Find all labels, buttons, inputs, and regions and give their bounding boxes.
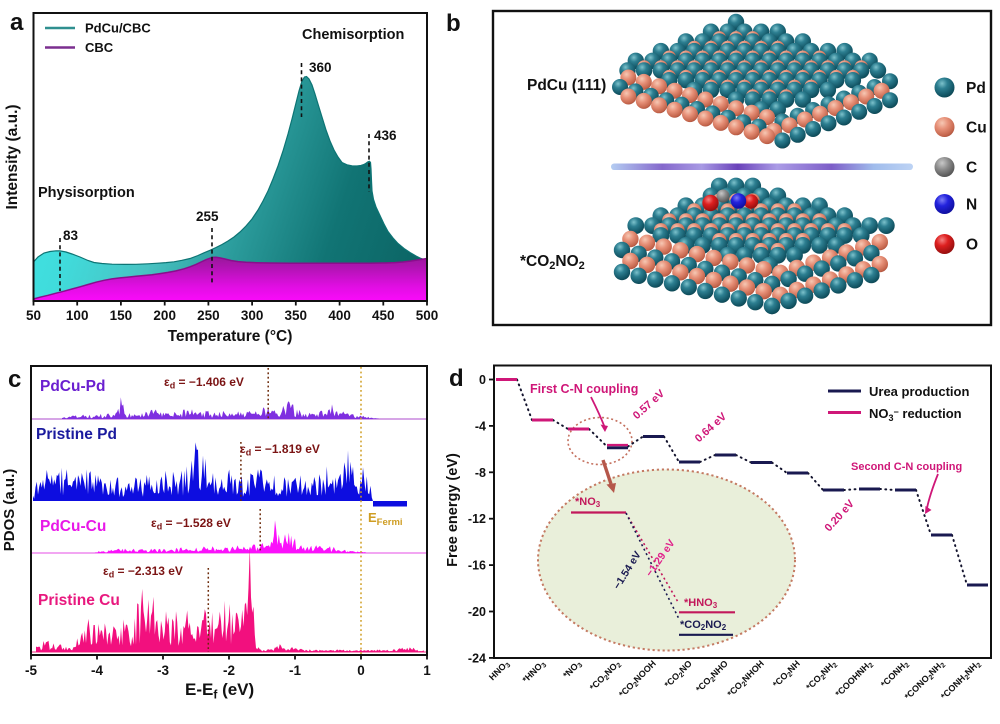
svg-text:-20: -20 <box>468 605 486 619</box>
svg-text:-1: -1 <box>289 663 301 678</box>
svg-text:εd = −1.819 eV: εd = −1.819 eV <box>240 442 320 458</box>
svg-text:-24: -24 <box>468 651 486 665</box>
svg-text:PdCu (111): PdCu (111) <box>527 77 606 94</box>
svg-text:HNO3: HNO3 <box>487 658 512 683</box>
svg-text:-4: -4 <box>475 419 486 433</box>
svg-text:-4: -4 <box>91 663 103 678</box>
svg-text:εd = −1.406 eV: εd = −1.406 eV <box>164 375 244 391</box>
svg-text:200: 200 <box>153 308 176 323</box>
svg-text:Free energy (eV): Free energy (eV) <box>445 453 461 567</box>
svg-text:εd = −1.528 eV: εd = −1.528 eV <box>151 516 231 532</box>
svg-text:-2: -2 <box>223 663 235 678</box>
svg-text:0: 0 <box>357 663 365 678</box>
svg-text:400: 400 <box>328 308 351 323</box>
svg-text:500: 500 <box>416 308 439 323</box>
svg-text:*CONH2NH2: *CONH2NH2 <box>939 658 983 702</box>
svg-text:Pristine Pd: Pristine Pd <box>36 426 117 443</box>
svg-text:*HNO3: *HNO3 <box>684 597 718 610</box>
svg-text:b: b <box>446 10 461 37</box>
svg-text:c: c <box>8 366 21 393</box>
svg-text:E-Ef (eV): E-Ef (eV) <box>185 680 254 702</box>
svg-text:*CO2NH2: *CO2NH2 <box>804 658 839 693</box>
svg-text:-5: -5 <box>25 663 37 678</box>
svg-text:436: 436 <box>374 128 397 143</box>
svg-text:*HNO3: *HNO3 <box>520 658 548 686</box>
svg-text:*CO2NOOH: *CO2NOOH <box>617 658 659 700</box>
svg-text:100: 100 <box>66 308 89 323</box>
svg-text:300: 300 <box>241 308 264 323</box>
svg-text:PDOS (a.u.): PDOS (a.u.) <box>1 469 18 552</box>
svg-text:Urea production: Urea production <box>869 384 969 399</box>
svg-text:*CO2NHOH: *CO2NHOH <box>725 658 767 700</box>
svg-text:350: 350 <box>285 308 308 323</box>
svg-text:150: 150 <box>110 308 133 323</box>
svg-text:NO3− reduction: NO3− reduction <box>869 406 962 423</box>
svg-text:First C-N coupling: First C-N coupling <box>530 382 638 396</box>
svg-text:*NO3: *NO3 <box>575 496 601 509</box>
svg-text:450: 450 <box>372 308 395 323</box>
svg-text:PdCu-Cu: PdCu-Cu <box>40 518 106 535</box>
svg-text:-8: -8 <box>475 466 486 480</box>
svg-text:0.20 eV: 0.20 eV <box>823 497 858 534</box>
svg-text:*COOHNH2: *COOHNH2 <box>833 658 875 700</box>
svg-text:C: C <box>966 160 977 177</box>
svg-text:CBC: CBC <box>85 40 114 55</box>
svg-text:255: 255 <box>196 209 219 224</box>
svg-text:Second C-N coupling: Second C-N coupling <box>851 461 962 473</box>
svg-text:0.64 eV: 0.64 eV <box>693 410 730 445</box>
svg-text:Physisorption: Physisorption <box>38 185 135 201</box>
svg-text:-16: -16 <box>468 559 486 573</box>
svg-text:83: 83 <box>63 228 79 243</box>
svg-text:Pd: Pd <box>966 80 986 97</box>
svg-text:*CONH2: *CONH2 <box>879 658 912 691</box>
svg-text:1: 1 <box>423 663 431 678</box>
svg-text:360: 360 <box>309 60 332 75</box>
svg-text:50: 50 <box>26 308 41 323</box>
svg-text:a: a <box>10 9 24 36</box>
svg-text:*CO2NH: *CO2NH <box>771 658 803 690</box>
svg-text:EFermi: EFermi <box>368 510 403 528</box>
svg-text:Temperature (°C): Temperature (°C) <box>168 328 293 345</box>
svg-text:0: 0 <box>479 373 486 387</box>
svg-text:Pristine Cu: Pristine Cu <box>38 592 120 609</box>
svg-text:Cu: Cu <box>966 120 987 137</box>
svg-text:*CO2NO2: *CO2NO2 <box>680 619 727 632</box>
svg-text:*CO2NO: *CO2NO <box>663 658 696 691</box>
svg-text:PdCu/CBC: PdCu/CBC <box>85 21 151 36</box>
svg-text:O: O <box>966 237 978 254</box>
svg-text:-12: -12 <box>468 512 486 526</box>
svg-text:d: d <box>449 365 464 392</box>
svg-text:-3: -3 <box>157 663 169 678</box>
svg-text:*CO2NO2: *CO2NO2 <box>588 658 624 694</box>
svg-text:250: 250 <box>197 308 220 323</box>
svg-text:*NO3: *NO3 <box>561 658 584 681</box>
svg-text:εd = −2.313 eV: εd = −2.313 eV <box>103 564 183 580</box>
svg-text:*CO2NO2: *CO2NO2 <box>520 253 585 272</box>
svg-text:Intensity (a.u.): Intensity (a.u.) <box>4 104 21 209</box>
svg-text:Chemisorption: Chemisorption <box>302 27 404 43</box>
svg-text:PdCu-Pd: PdCu-Pd <box>40 378 105 395</box>
svg-text:N: N <box>966 197 977 214</box>
